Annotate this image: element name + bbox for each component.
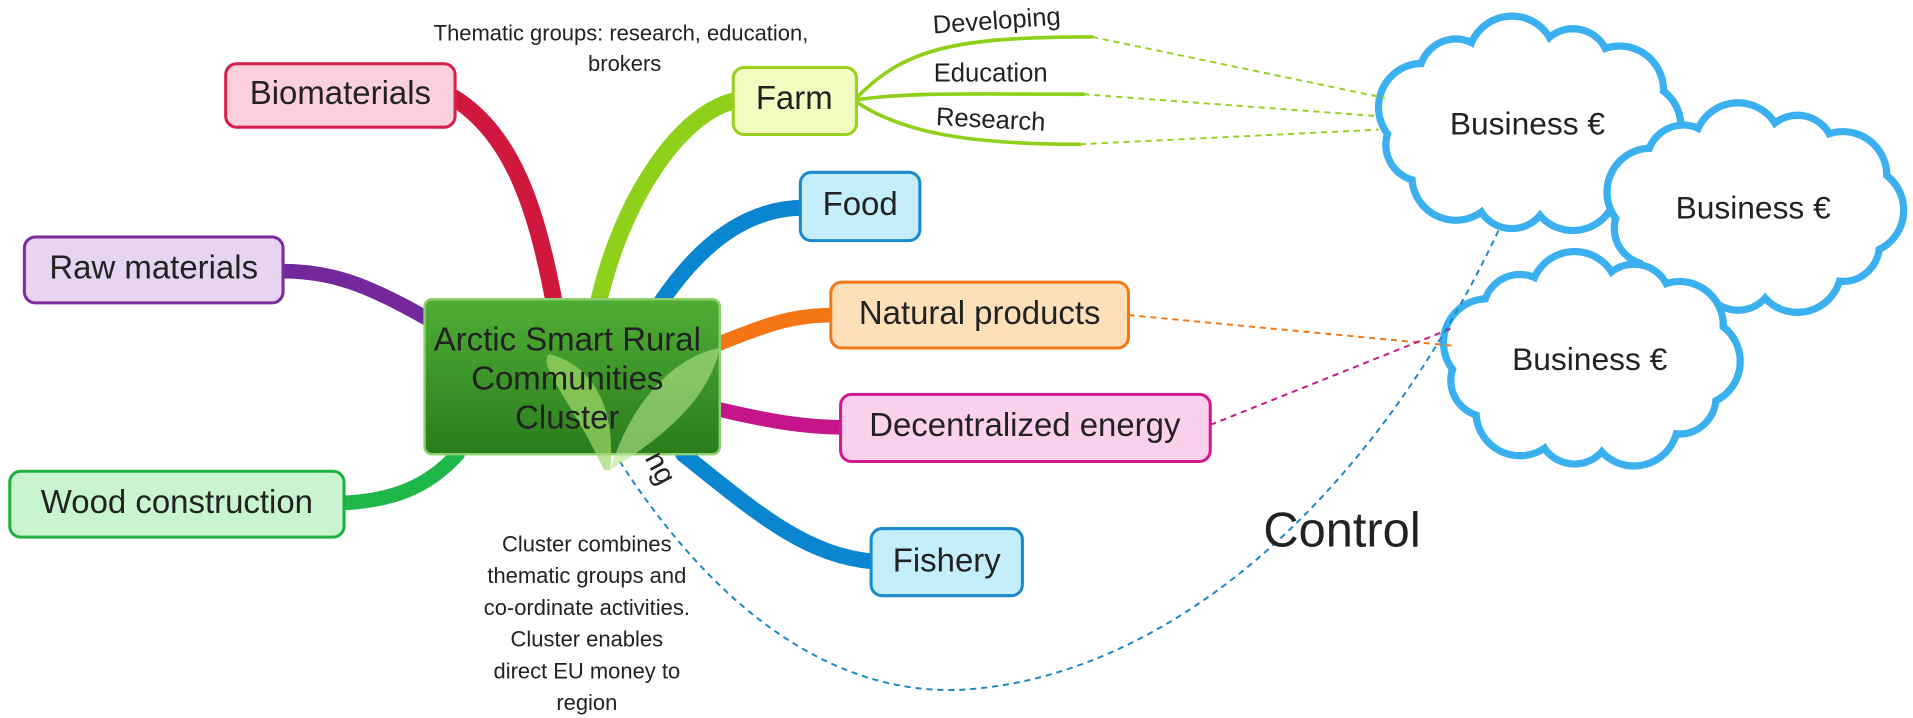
clouds: Business € Business € Business €: [1379, 16, 1904, 466]
node-label: Wood construction: [41, 483, 313, 520]
branch: [683, 454, 873, 561]
branch: [659, 208, 805, 306]
control-label: Control: [1263, 503, 1420, 557]
annotation-line: co-ordinate activities.: [484, 595, 690, 620]
center-label: Cluster: [515, 399, 619, 436]
cloud-label: Business €: [1676, 190, 1832, 226]
sub-branch: [854, 94, 1083, 100]
mind-map: Business € Business € Business € Arctic Sm…: [0, 0, 1913, 718]
branch: [717, 409, 844, 427]
center-label: Arctic Smart Rural: [434, 321, 701, 358]
node-label: Fishery: [893, 541, 1002, 578]
annotation-line: region: [556, 690, 617, 715]
annotation: Thematic groups: research, education,: [434, 20, 809, 45]
node-label: Farm: [756, 79, 833, 116]
annotation-line: Cluster combines: [502, 531, 672, 556]
cloud-label: Business €: [1512, 341, 1668, 377]
cluster-note: Cluster combines thematic groups and co-or…: [484, 531, 690, 715]
branch: [454, 98, 555, 308]
topic-label: Research: [935, 103, 1046, 137]
node-label: Food: [823, 185, 898, 222]
annotation-line: thematic groups and: [487, 563, 686, 588]
topic-label: Education: [934, 59, 1048, 87]
branch: [344, 454, 457, 503]
node-label: Raw materials: [49, 249, 258, 286]
node-label: Natural products: [859, 294, 1101, 331]
page: Business € Business € Business € Arctic Sm…: [0, 0, 1913, 718]
annotation: brokers: [588, 51, 661, 76]
branch: [598, 100, 737, 305]
branch: [283, 271, 429, 320]
cloud: Business €: [1444, 252, 1741, 466]
connector: [1129, 315, 1452, 346]
connector: [1083, 94, 1378, 116]
annotation-line: direct EU money to: [493, 658, 680, 683]
node-label: Biomaterials: [250, 74, 431, 111]
branch: [717, 315, 834, 344]
topic-label: Developing: [932, 3, 1062, 40]
connector: [1080, 130, 1379, 145]
node-label: Decentralized energy: [869, 406, 1181, 443]
connector: [1092, 37, 1385, 98]
cloud-label: Business €: [1450, 105, 1606, 141]
center-label: Communities: [471, 360, 663, 397]
annotation-line: Cluster enables: [511, 627, 664, 652]
